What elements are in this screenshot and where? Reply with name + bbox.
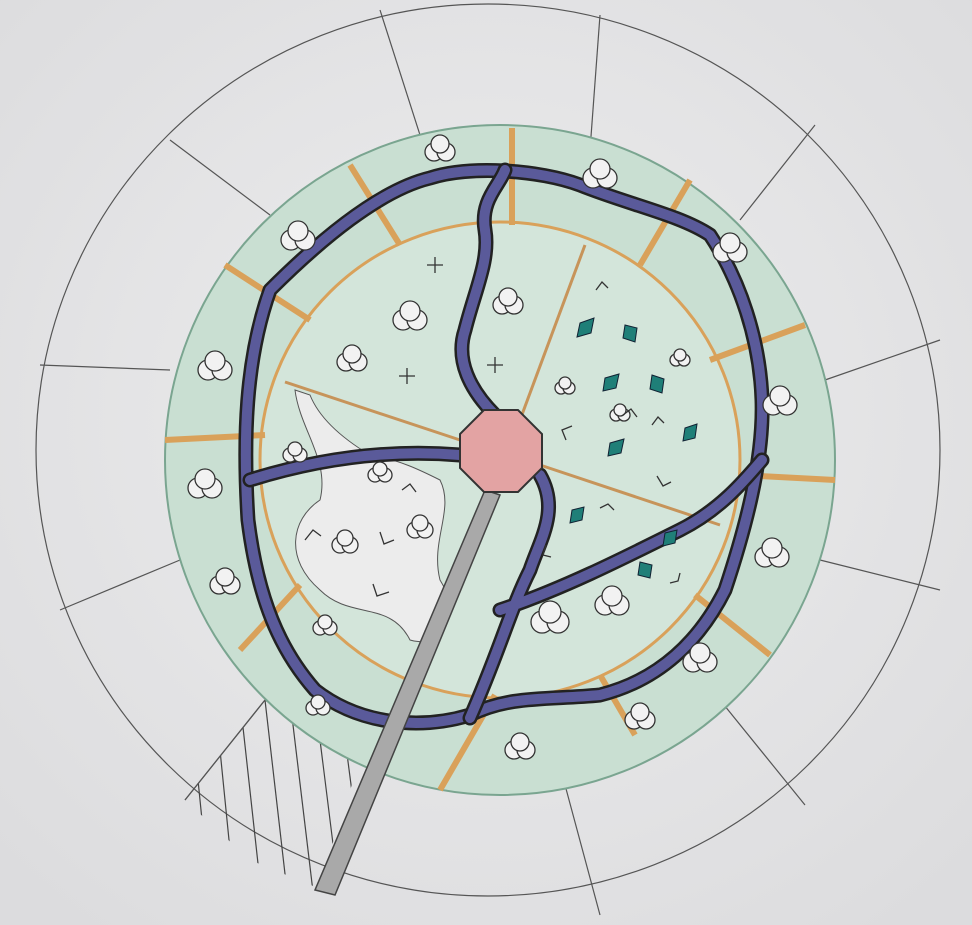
outer-ring — [35, 3, 941, 897]
trees — [187, 134, 798, 760]
shrubs — [569, 317, 698, 579]
inner-spokes — [284, 244, 721, 527]
outer-dividers — [39, 9, 941, 916]
walkways — [238, 162, 770, 731]
main-path — [313, 489, 501, 896]
pavilion — [459, 409, 543, 493]
marks — [304, 257, 681, 597]
